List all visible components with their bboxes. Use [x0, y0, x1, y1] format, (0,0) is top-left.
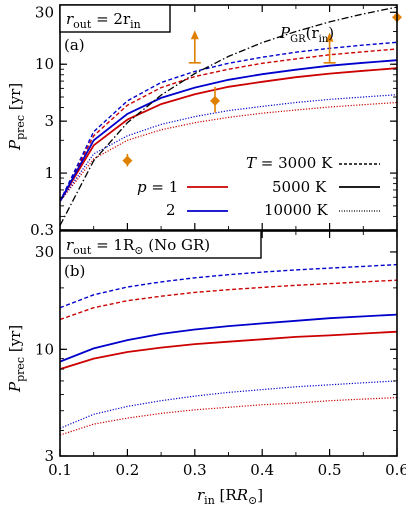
panel-b-series-line-1 — [60, 330, 397, 370]
panel-a-series-line-2 — [60, 101, 397, 202]
x-tick-label: 0.3 — [183, 461, 207, 479]
panel-a-y-axis: 0.3 1 3 10 30 — [30, 3, 397, 239]
x-axis-label: rin [RR⊙] — [197, 486, 263, 507]
observation-diamond — [210, 95, 221, 106]
y-tick-label: 1 — [44, 164, 54, 182]
lower-limit-arrowhead — [325, 32, 334, 42]
panel-a-label: (a) — [64, 36, 85, 54]
panel-a-title-box — [59, 4, 171, 33]
panel-a-title: rout = 2rin — [66, 10, 141, 31]
panel-a-series-line-3 — [60, 41, 397, 202]
x-tick-label: 0.1 — [48, 461, 72, 479]
panel-b-series-line-2 — [60, 397, 397, 436]
legend-p2-label: 2 — [166, 201, 176, 219]
legend-t3-label: 10000 K — [264, 201, 328, 219]
panel-a-series-line-0 — [60, 48, 397, 202]
panel-a: 0.3 1 3 10 30 rout = 2rin (a) PGR(rin) p = 1… — [6, 3, 402, 239]
panel-b-ylabel: Pprec [yr] — [6, 325, 27, 393]
panel-b-series-line-5 — [60, 380, 397, 429]
legend-p-label: p = 1 — [137, 178, 178, 196]
y-tick-label: 3 — [44, 447, 54, 465]
y-tick-label: 0.3 — [30, 221, 54, 239]
panel-a-series-line-4 — [60, 59, 397, 202]
panel-b-label: (b) — [64, 262, 85, 280]
panel-b-x-axis: 0.1 0.2 0.3 0.4 0.5 0.6 — [48, 231, 406, 479]
legend: p = 1 2 T = 3000 K 5000 K 10000 K — [137, 154, 380, 219]
panel-a-series-line-5 — [60, 94, 397, 202]
x-tick-label: 0.5 — [318, 461, 342, 479]
panel-a-series — [60, 6, 397, 226]
x-tick-label: 0.6 — [385, 461, 406, 479]
panel-b-series-line-0 — [60, 279, 397, 321]
y-tick-label: 30 — [35, 243, 54, 261]
y-tick-label: 10 — [35, 340, 54, 358]
legend-t1-label: T = 3000 K — [246, 154, 333, 172]
panel-b-title-box — [59, 230, 262, 259]
panel-b-series-line-4 — [60, 313, 397, 363]
legend-t2-label: 5000 K — [272, 178, 327, 196]
panel-b-series-line-3 — [60, 263, 397, 309]
y-tick-label: 30 — [35, 3, 54, 21]
y-tick-label: 10 — [35, 55, 54, 73]
lower-limit-arrowhead — [190, 30, 199, 40]
panel-b-series — [60, 263, 397, 436]
y-tick-label: 3 — [44, 112, 54, 130]
panel-a-series-line-6 — [60, 6, 397, 226]
panel-a-observations — [122, 11, 402, 167]
x-tick-label: 0.4 — [250, 461, 274, 479]
x-tick-label: 0.2 — [115, 461, 139, 479]
panel-a-series-line-1 — [60, 67, 397, 202]
panel-a-ylabel: Pprec [yr] — [6, 83, 27, 151]
panel-b-title: rout = 1R⊙ (No GR) — [66, 236, 210, 257]
panel-b: 3 10 30 0.1 0.2 0.3 0.4 0.5 0.6 rout = 1R⊙ (No … — [6, 230, 406, 507]
gr-curve-label: PGR(rin) — [279, 24, 334, 45]
observation-diamond — [122, 155, 133, 166]
